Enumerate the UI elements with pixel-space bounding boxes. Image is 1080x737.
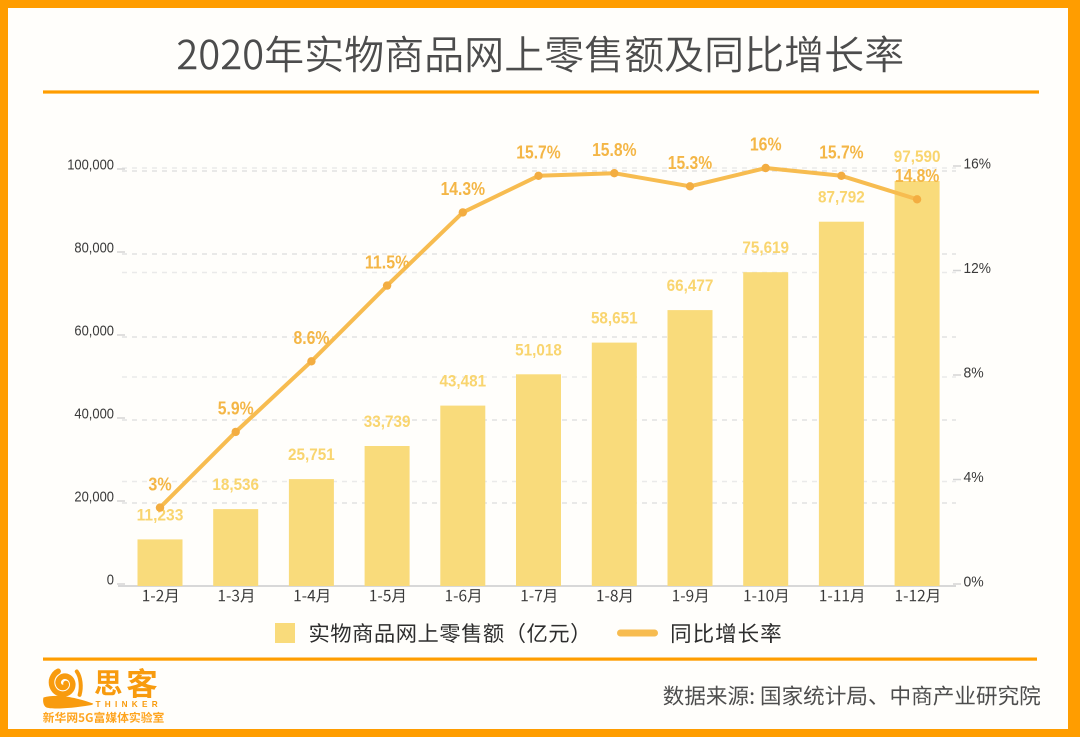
svg-text:16%: 16%	[964, 155, 991, 172]
svg-text:5.9%: 5.9%	[218, 399, 254, 419]
svg-text:3%: 3%	[148, 474, 171, 494]
svg-text:0%: 0%	[964, 573, 984, 590]
svg-text:8.6%: 8.6%	[293, 328, 329, 348]
svg-text:80,000: 80,000	[74, 239, 114, 256]
svg-text:0: 0	[107, 571, 114, 588]
svg-text:15.8%: 15.8%	[592, 140, 636, 160]
svg-text:14.8%: 14.8%	[895, 166, 939, 186]
svg-text:16%: 16%	[750, 135, 782, 155]
svg-text:8%: 8%	[964, 364, 984, 381]
svg-text:60,000: 60,000	[74, 322, 114, 339]
svg-text:33,739: 33,739	[364, 412, 411, 431]
svg-text:15.7%: 15.7%	[516, 143, 560, 163]
svg-text:43,481: 43,481	[439, 372, 486, 391]
svg-text:20,000: 20,000	[74, 488, 114, 505]
svg-text:15.3%: 15.3%	[668, 153, 712, 173]
svg-text:14.3%: 14.3%	[441, 179, 485, 199]
svg-text:4%: 4%	[964, 469, 984, 486]
svg-text:97,590: 97,590	[894, 147, 941, 166]
svg-text:11,233: 11,233	[137, 505, 184, 524]
svg-text:15.7%: 15.7%	[819, 143, 863, 163]
svg-text:12%: 12%	[964, 260, 991, 277]
svg-text:40,000: 40,000	[74, 405, 114, 422]
svg-text:18,536: 18,536	[212, 475, 259, 494]
svg-text:66,477: 66,477	[667, 276, 714, 295]
svg-text:87,792: 87,792	[818, 188, 865, 207]
svg-text:100,000: 100,000	[67, 156, 114, 173]
svg-text:11.5%: 11.5%	[365, 252, 409, 272]
svg-text:THINKER: THINKER	[96, 700, 163, 709]
svg-text:25,751: 25,751	[288, 445, 335, 464]
svg-text:58,651: 58,651	[591, 309, 638, 328]
svg-text:75,619: 75,619	[742, 238, 789, 257]
svg-text:51,018: 51,018	[515, 340, 562, 359]
